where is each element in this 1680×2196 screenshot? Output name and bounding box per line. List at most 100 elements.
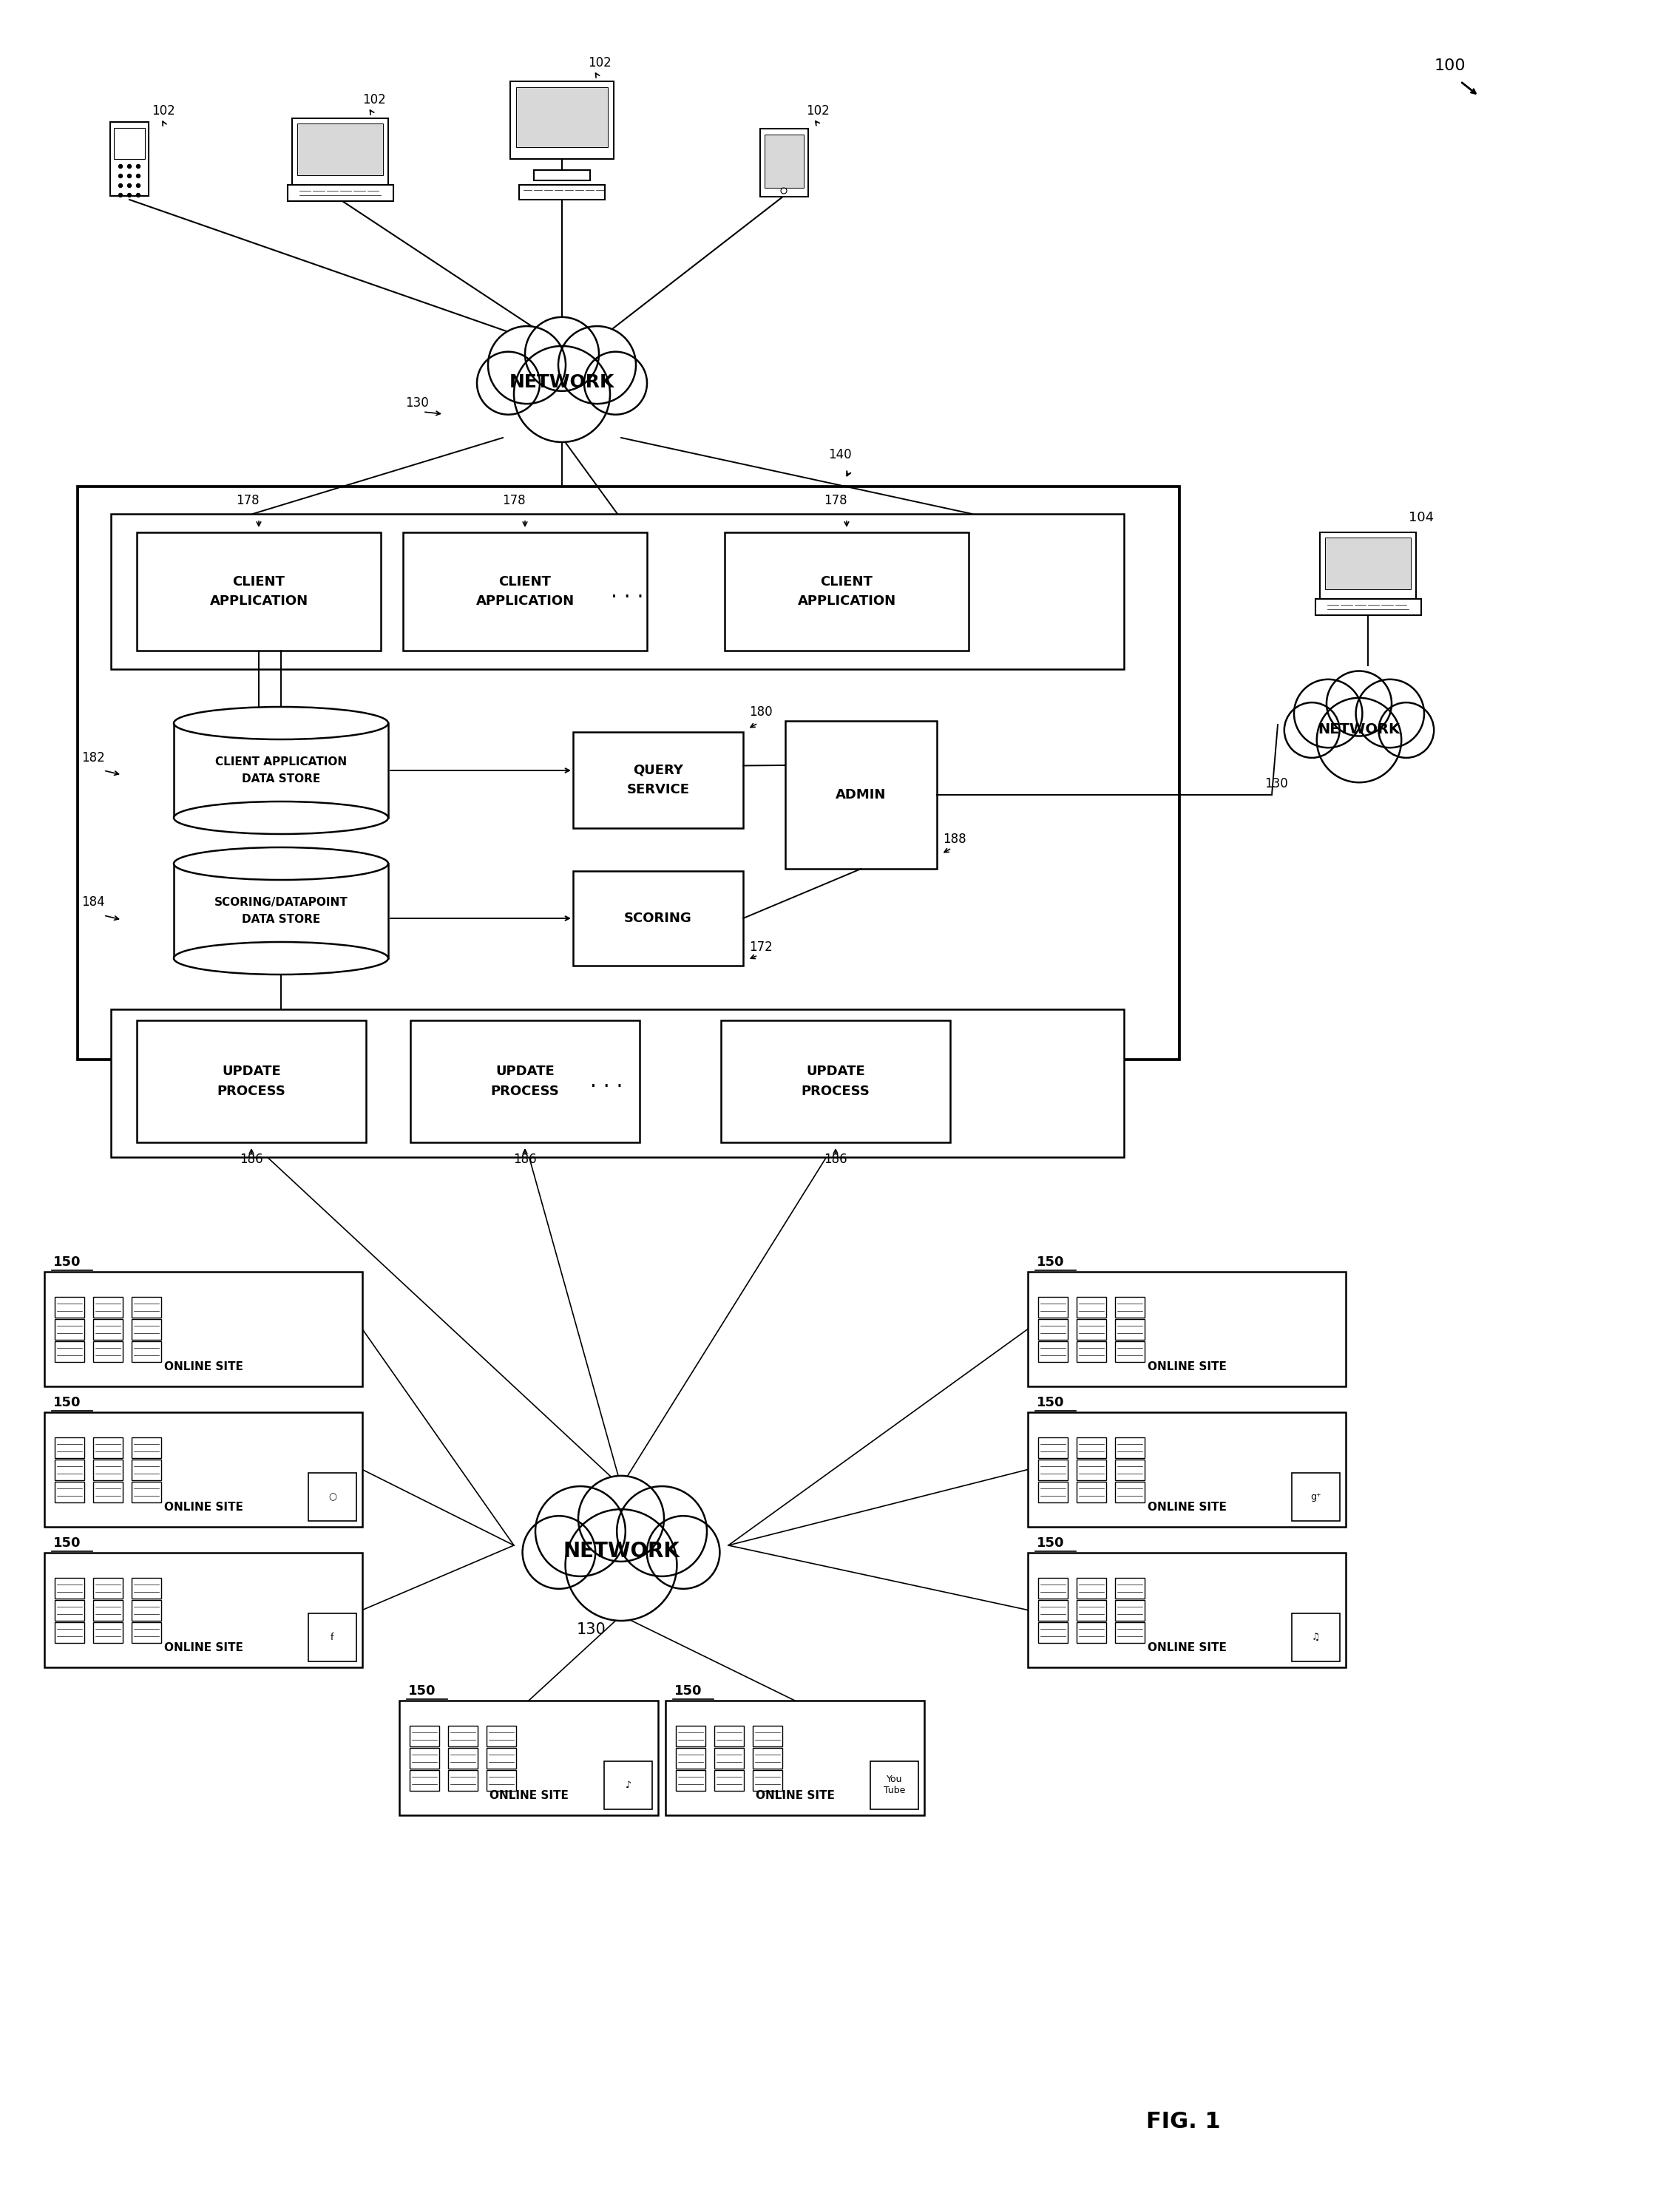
Bar (1077, 1342, 1105, 1362)
Bar (297, 123, 383, 176)
Bar (1116, 1438, 1144, 1458)
Bar (131, 1460, 161, 1480)
Bar (114, 127, 144, 158)
Bar (1116, 1482, 1144, 1502)
Text: 130: 130 (405, 395, 428, 411)
Text: 130: 130 (1265, 777, 1289, 791)
Text: 186: 186 (514, 1153, 536, 1166)
Ellipse shape (173, 802, 388, 834)
Circle shape (536, 1487, 625, 1577)
Circle shape (136, 184, 139, 187)
Bar (449, 1770, 477, 1792)
Bar (1038, 1342, 1068, 1362)
Text: 150: 150 (1037, 1537, 1065, 1550)
Text: UPDATE
PROCESS: UPDATE PROCESS (491, 1065, 559, 1098)
Bar (92, 1623, 123, 1643)
Bar (449, 1748, 477, 1768)
Ellipse shape (173, 848, 388, 881)
Text: SCORING: SCORING (625, 911, 692, 925)
Text: 188: 188 (942, 832, 966, 845)
Text: ONLINE SITE: ONLINE SITE (165, 1643, 244, 1654)
Bar (131, 1342, 161, 1362)
Bar (410, 1021, 640, 1142)
Bar (721, 1021, 951, 1142)
Circle shape (585, 351, 647, 415)
Bar (1116, 1320, 1144, 1340)
Circle shape (558, 327, 637, 404)
Bar (410, 1770, 438, 1792)
Bar (534, 169, 590, 180)
Bar (675, 1726, 706, 1746)
Text: ONLINE SITE: ONLINE SITE (756, 1790, 835, 1801)
Circle shape (136, 173, 139, 178)
Text: . . .: . . . (590, 1072, 623, 1091)
Text: 102: 102 (806, 103, 830, 119)
Bar (400, 1700, 659, 1816)
Bar (292, 119, 388, 184)
Bar (449, 1726, 477, 1746)
Bar (714, 1748, 744, 1768)
Bar (1116, 1623, 1144, 1643)
Bar (44, 1412, 363, 1526)
Bar (714, 1770, 744, 1792)
Circle shape (566, 1509, 677, 1621)
Text: NETWORK: NETWORK (563, 1542, 679, 1561)
Bar (1116, 1460, 1144, 1480)
Text: SCORING/DATAPOINT
DATA STORE: SCORING/DATAPOINT DATA STORE (213, 898, 348, 925)
Bar (111, 123, 148, 195)
Bar (1320, 531, 1416, 600)
Bar (131, 1623, 161, 1643)
Bar (487, 1770, 516, 1792)
Bar (92, 1579, 123, 1599)
Bar (1116, 1579, 1144, 1599)
Bar (1077, 1320, 1105, 1340)
Text: 150: 150 (408, 1684, 435, 1698)
Bar (1038, 1320, 1068, 1340)
Bar (92, 1601, 123, 1621)
Bar (516, 88, 608, 147)
Bar (753, 1726, 783, 1746)
Bar (410, 1748, 438, 1768)
Bar (131, 1298, 161, 1318)
Bar (136, 531, 381, 650)
Text: 104: 104 (1408, 512, 1433, 525)
Bar (1077, 1298, 1105, 1318)
Ellipse shape (173, 707, 388, 740)
Circle shape (477, 351, 539, 415)
Circle shape (617, 1487, 707, 1577)
Bar (55, 1579, 84, 1599)
Circle shape (119, 173, 123, 178)
Circle shape (136, 165, 139, 169)
Bar (44, 1553, 363, 1667)
Bar (77, 488, 1179, 1058)
Text: ONLINE SITE: ONLINE SITE (1147, 1362, 1226, 1372)
Bar (92, 1320, 123, 1340)
Text: 180: 180 (749, 705, 773, 718)
Bar (55, 1623, 84, 1643)
Text: ♪: ♪ (625, 1781, 632, 1790)
Bar (111, 514, 1124, 670)
Bar (307, 1614, 356, 1662)
Text: f: f (331, 1632, 334, 1643)
Circle shape (647, 1515, 719, 1590)
Text: UPDATE
PROCESS: UPDATE PROCESS (217, 1065, 286, 1098)
Bar (92, 1482, 123, 1502)
Text: ONLINE SITE: ONLINE SITE (1147, 1643, 1226, 1654)
Bar (605, 1761, 652, 1810)
Bar (1038, 1298, 1068, 1318)
Circle shape (1294, 679, 1362, 747)
Ellipse shape (173, 942, 388, 975)
Circle shape (1356, 679, 1425, 747)
Text: FIG. 1: FIG. 1 (1146, 2110, 1221, 2132)
Bar (131, 1320, 161, 1340)
Text: QUERY
SERVICE: QUERY SERVICE (627, 764, 689, 797)
Circle shape (128, 184, 131, 187)
Bar (1077, 1460, 1105, 1480)
Text: CLIENT
APPLICATION: CLIENT APPLICATION (210, 575, 307, 608)
Circle shape (128, 193, 131, 198)
Circle shape (1284, 703, 1339, 758)
Bar (55, 1482, 84, 1502)
Text: 150: 150 (674, 1684, 702, 1698)
Bar (870, 1761, 919, 1810)
Bar (1077, 1601, 1105, 1621)
